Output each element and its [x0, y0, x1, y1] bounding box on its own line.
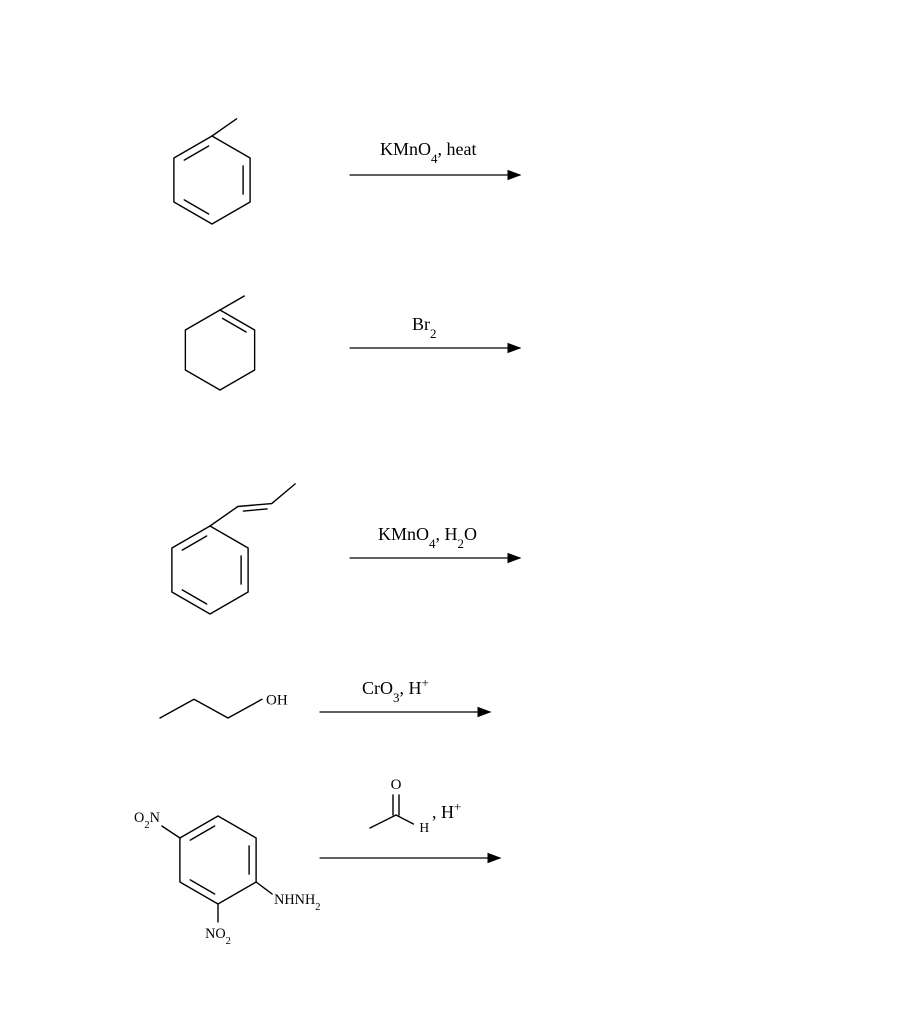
reaction-dnp-hydrazone: O2NNO2NHNH2OH, H+ — [134, 777, 500, 947]
reagent-label: Br2 — [412, 314, 436, 341]
reaction-methylcyclohexene-bromination: Br2 — [185, 296, 520, 390]
reaction-propanol-oxidation: OH CrO3, H+ — [160, 675, 490, 719]
reaction-toluene-oxidation: KMnO4, heat — [174, 119, 520, 224]
reactant-structure: OH — [160, 692, 288, 718]
nhnh2-label: NHNH2 — [274, 892, 320, 913]
reactant-structure — [185, 296, 254, 390]
no2-label: NO2 — [205, 926, 231, 947]
reagent-label: CrO3, H+ — [362, 675, 429, 705]
reactant-structure: O2N NO2 NHNH2 — [134, 810, 320, 947]
reagent-structure: OH — [370, 777, 429, 835]
reagent-label: KMnO4, heat — [380, 139, 476, 166]
reaction-schemes: KMnO4, heatBr2KMnO4, H2OOHCrO3, H+O2NNO2… — [0, 0, 899, 1024]
reaction-propenylbenzene-dihydroxylation: KMnO4, H2O — [172, 484, 520, 614]
reagent-label: KMnO4, H2O — [378, 524, 477, 551]
reaction-arrow — [350, 171, 520, 180]
aldehyde-h-label: H — [419, 820, 429, 835]
oh-label: OH — [266, 692, 288, 708]
reaction-arrow — [320, 854, 500, 863]
o2n-label: O2N — [134, 810, 160, 831]
reagent-label: , H+ — [432, 799, 461, 823]
reaction-arrow — [320, 708, 490, 717]
carbonyl-o-label: O — [391, 777, 402, 793]
reaction-arrow — [350, 344, 520, 353]
reactant-structure — [172, 484, 295, 614]
reactant-structure — [174, 119, 250, 224]
reaction-arrow — [350, 554, 520, 563]
